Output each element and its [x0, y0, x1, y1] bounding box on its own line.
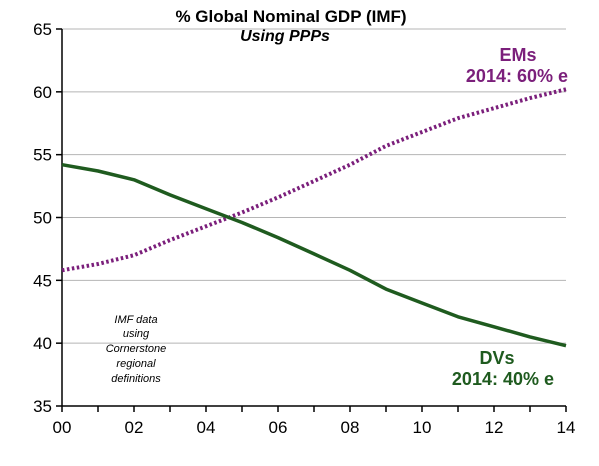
x-axis-ticks: 00 02 04 06 08 10 12 14 [53, 406, 576, 437]
y-tick-label: 60 [33, 83, 52, 102]
source-note-line: Cornerstone [106, 343, 167, 355]
y-tick-label: 40 [33, 334, 52, 353]
y-tick-label: 50 [33, 209, 52, 228]
chart-title: % Global Nominal GDP (IMF) [175, 7, 406, 26]
y-axis-ticks: 35 40 45 50 55 60 65 [33, 20, 62, 416]
x-tick-label: 08 [341, 418, 360, 437]
dv-series-name: DVs [479, 348, 514, 368]
x-tick-label: 04 [197, 418, 216, 437]
grid-lines [62, 28, 566, 344]
x-tick-label: 14 [557, 418, 576, 437]
x-tick-label: 10 [413, 418, 432, 437]
source-note: IMF data using Cornerstone regional defi… [106, 314, 167, 385]
y-tick-label: 55 [33, 146, 52, 165]
x-tick-label: 06 [269, 418, 288, 437]
dvs-series-line [61, 162, 567, 348]
source-note-line: using [123, 328, 150, 340]
x-tick-label: 12 [485, 418, 504, 437]
ems-series-line [61, 87, 567, 273]
source-note-line: regional [116, 358, 156, 370]
source-note-line: definitions [111, 373, 161, 385]
x-tick-label: 02 [125, 418, 144, 437]
chart-subtitle: Using PPPs [240, 28, 330, 45]
em-series-name: EMs [499, 45, 536, 65]
em-series-annotation: 2014: 60% e [466, 66, 568, 86]
y-tick-label: 45 [33, 271, 52, 290]
source-note-line: IMF data [114, 314, 157, 326]
series-lines [61, 87, 567, 348]
y-tick-label: 65 [33, 20, 52, 39]
y-tick-label: 35 [33, 397, 52, 416]
x-tick-label: 00 [53, 418, 72, 437]
dv-series-annotation: 2014: 40% e [452, 369, 554, 389]
